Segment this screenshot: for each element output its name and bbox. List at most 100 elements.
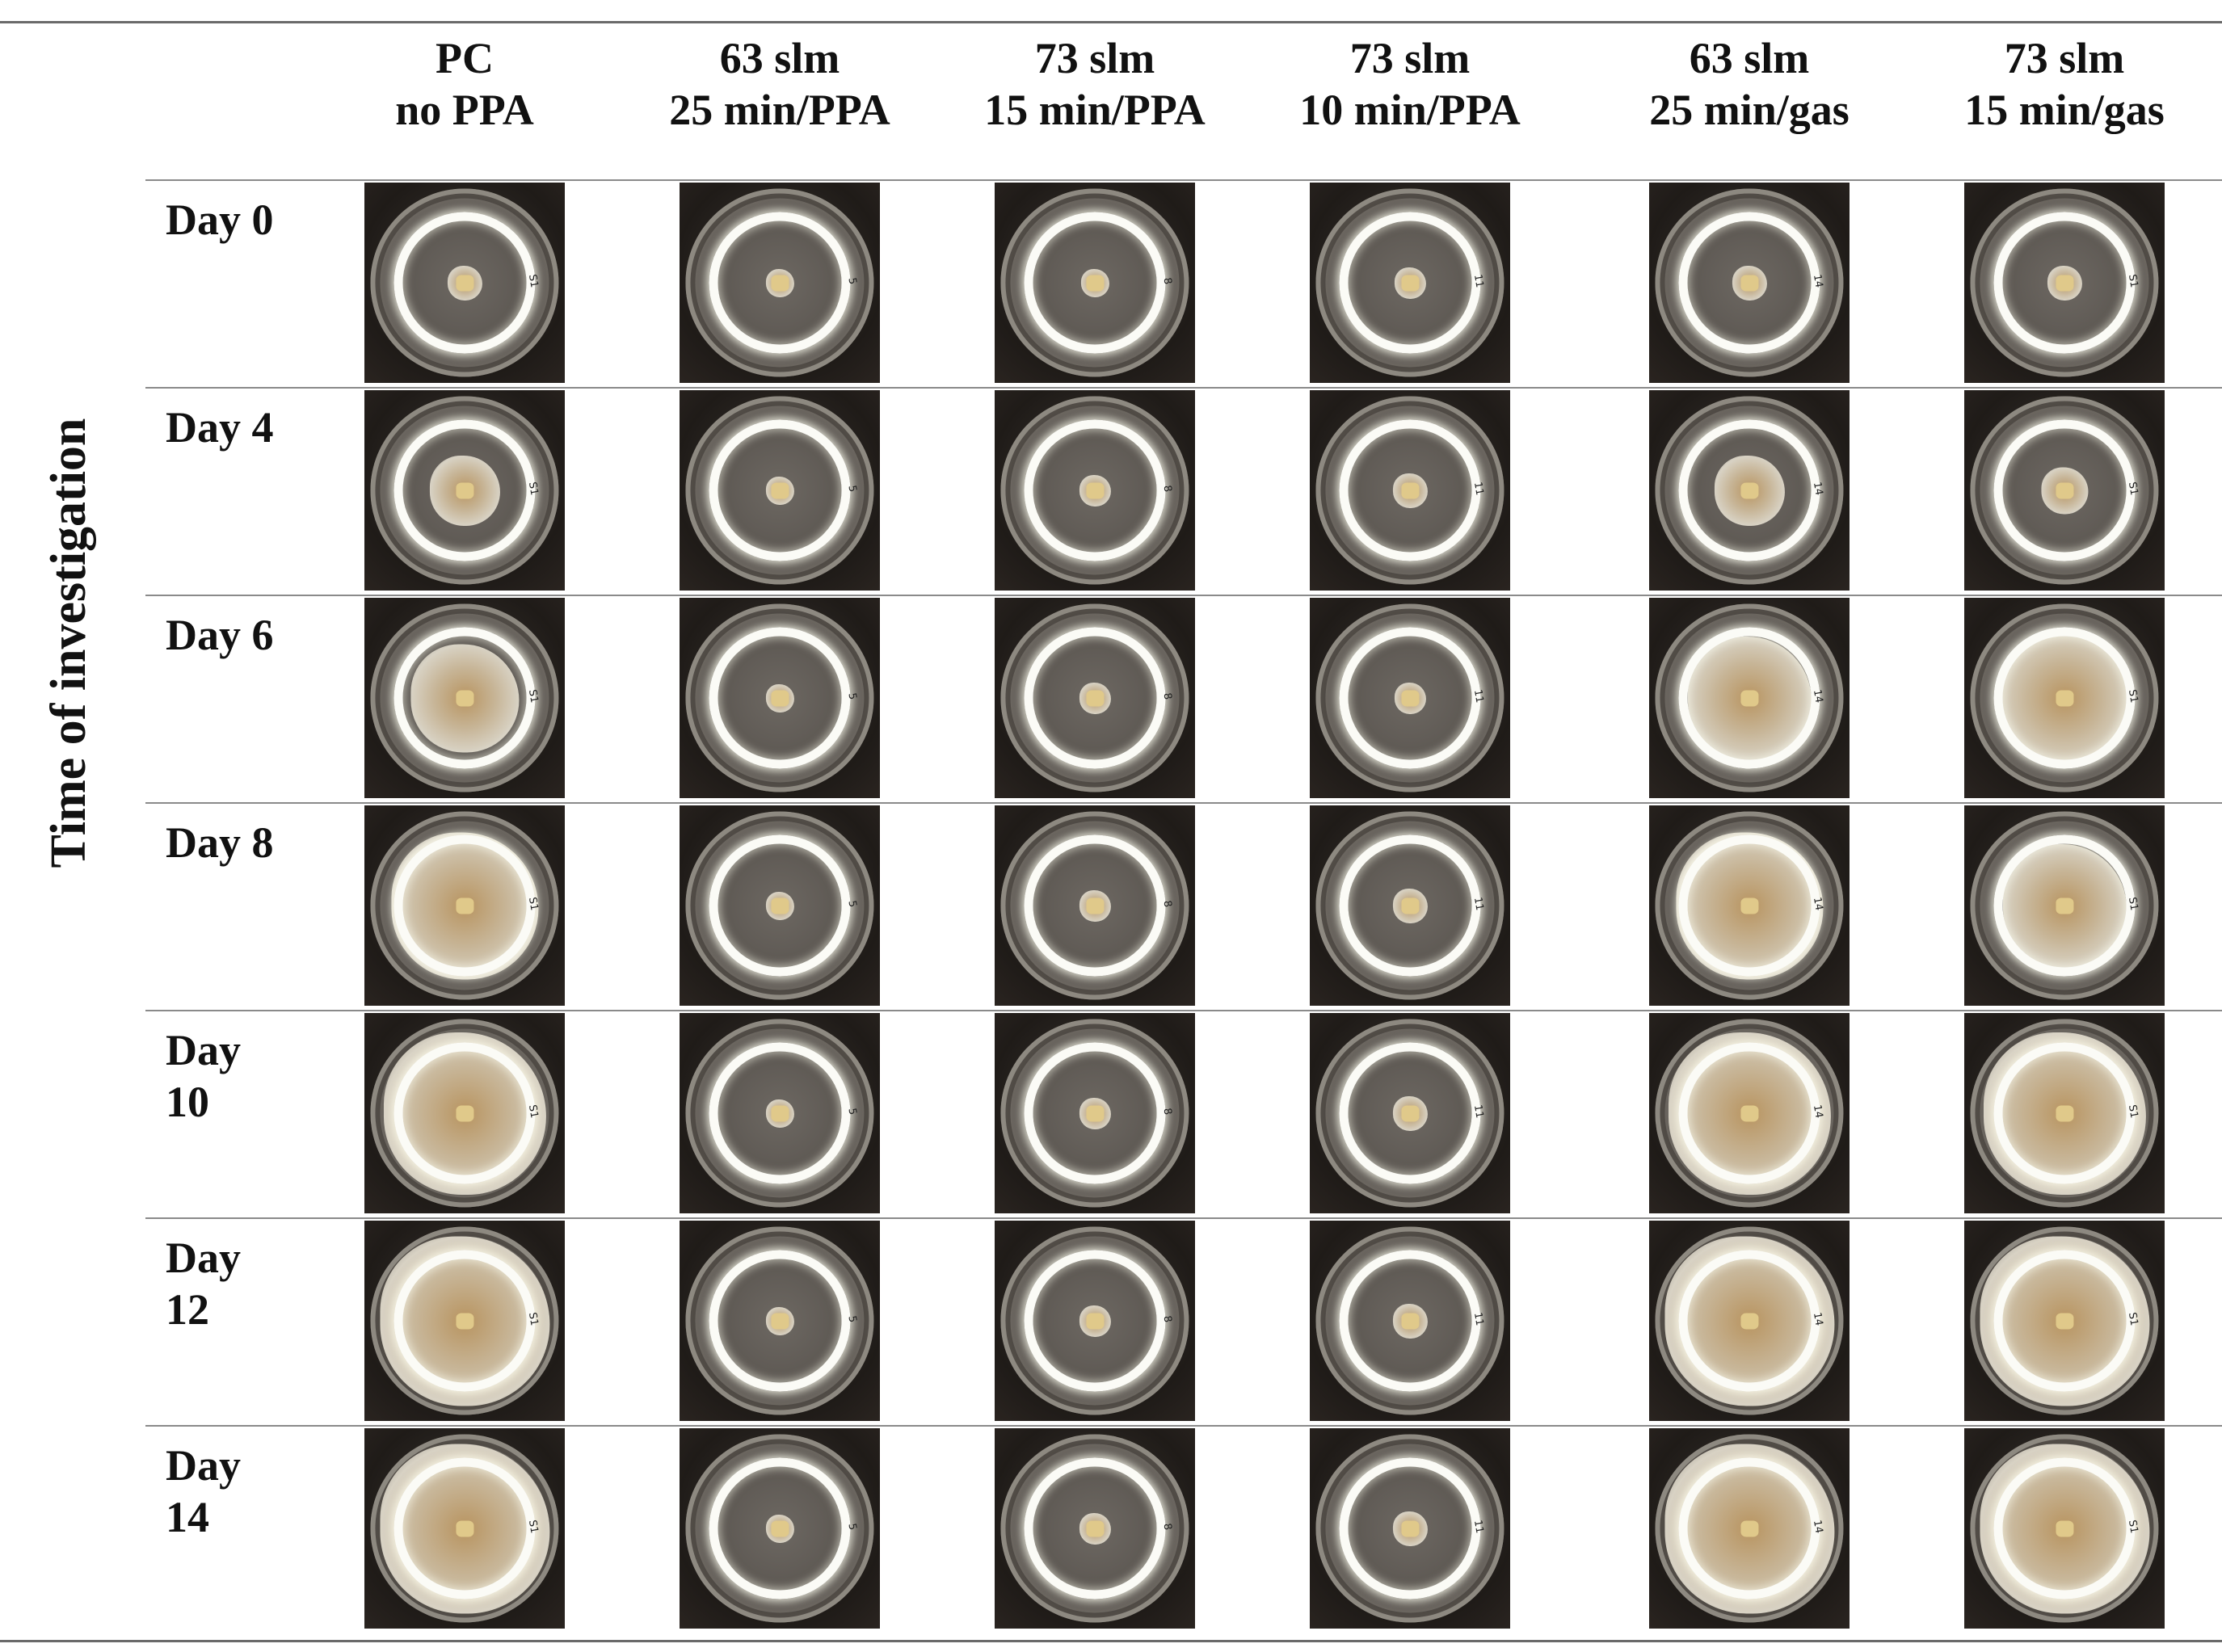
dish-marking: 11 <box>1471 688 1486 704</box>
light-ring-reflection <box>393 419 536 561</box>
day-label: Day 8 <box>166 817 327 868</box>
dish-marking: S1 <box>526 1103 541 1120</box>
inoculum-plug <box>770 1520 789 1536</box>
dish-marking: 8 <box>1160 1314 1174 1324</box>
light-ring-reflection <box>1024 419 1166 561</box>
inoculum-plug <box>1400 1520 1419 1536</box>
petri-dish: 14 <box>1655 603 1844 792</box>
dish-marking: S1 <box>526 481 541 497</box>
petri-dish-photo: 8 <box>995 805 1195 1006</box>
light-ring-reflection <box>1678 1042 1820 1184</box>
day-label-line1: Day 0 <box>166 195 274 244</box>
petri-dish: 14 <box>1655 1434 1844 1623</box>
dish-marking: 11 <box>1471 1311 1486 1327</box>
dish-marking: 8 <box>1160 691 1174 701</box>
inoculum-plug <box>770 689 789 706</box>
petri-dish-photo: 14 <box>1649 183 1850 383</box>
petri-dish: 5 <box>685 811 874 1000</box>
petri-dish: S1 <box>1970 1434 2159 1623</box>
light-ring-reflection <box>709 1250 851 1392</box>
petri-dish: S1 <box>1970 603 2159 792</box>
light-ring-reflection <box>1339 1042 1481 1184</box>
dish-marking: 14 <box>1811 688 1825 704</box>
column-header-line1: 73 slm <box>1349 34 1471 82</box>
petri-dish: S1 <box>1970 1226 2159 1415</box>
petri-dish-photo: S1 <box>364 805 565 1006</box>
day-label-line2: 14 <box>166 1493 209 1541</box>
dish-marking: 11 <box>1471 1519 1486 1535</box>
inoculum-plug <box>1400 481 1419 498</box>
column-header-line2: 15 min/gas <box>1964 86 2165 134</box>
petri-dish: 11 <box>1315 1019 1504 1208</box>
light-ring-reflection <box>1678 212 1820 354</box>
day-label: Day 14 <box>166 1440 327 1543</box>
dish-marking: 5 <box>845 899 859 909</box>
inoculum-plug <box>2055 1520 2073 1536</box>
petri-dish-photo: S1 <box>364 183 565 383</box>
inoculum-plug <box>455 689 473 706</box>
day-label: Day 12 <box>166 1232 327 1335</box>
day-label-line1: Day 4 <box>166 403 274 452</box>
inoculum-plug <box>1085 274 1104 291</box>
column-header-line1: 63 slm <box>1689 34 1810 82</box>
petri-dish-photo: 11 <box>1310 1013 1510 1213</box>
petri-dish: 8 <box>1000 1019 1189 1208</box>
inoculum-plug <box>455 274 473 291</box>
dish-marking: 14 <box>1811 1311 1825 1327</box>
petri-dish: S1 <box>370 1434 559 1623</box>
petri-dish-photo: 5 <box>680 183 880 383</box>
petri-dish-photo: 14 <box>1649 805 1850 1006</box>
petri-dish: 5 <box>685 188 874 377</box>
petri-dish-photo: S1 <box>1964 1013 2165 1213</box>
dish-marking: 5 <box>845 1314 859 1324</box>
column-header-line1: 73 slm <box>2004 34 2125 82</box>
row-divider <box>145 1425 2222 1427</box>
petri-dish: S1 <box>370 188 559 377</box>
row-divider <box>145 1217 2222 1219</box>
row-divider <box>145 387 2222 389</box>
petri-dish: 14 <box>1655 811 1844 1000</box>
inoculum-plug <box>1740 1104 1758 1121</box>
petri-dish-photo: S1 <box>1964 598 2165 798</box>
light-ring-reflection <box>1678 834 1820 977</box>
light-ring-reflection <box>1024 834 1166 977</box>
petri-dish-photo: 5 <box>680 390 880 591</box>
light-ring-reflection <box>709 212 851 354</box>
light-ring-reflection <box>1993 419 2136 561</box>
dish-marking: 14 <box>1811 1519 1825 1535</box>
petri-dish-photo: 14 <box>1649 390 1850 591</box>
petri-dish-photo: 14 <box>1649 1013 1850 1213</box>
petri-dish-photo: S1 <box>1964 1221 2165 1421</box>
column-header-line1: 63 slm <box>719 34 840 82</box>
inoculum-plug <box>1400 274 1419 291</box>
dish-marking: 14 <box>1811 896 1825 912</box>
light-ring-reflection <box>709 1042 851 1184</box>
petri-dish: 8 <box>1000 1226 1189 1415</box>
dish-marking: 5 <box>845 1107 859 1116</box>
inoculum-plug <box>1085 1312 1104 1329</box>
dish-marking: 14 <box>1811 481 1825 497</box>
light-ring-reflection <box>1993 212 2136 354</box>
inoculum-plug <box>1400 1312 1419 1329</box>
light-ring-reflection <box>393 1250 536 1392</box>
column-header-line2: 15 min/PPA <box>984 86 1206 134</box>
light-ring-reflection <box>1678 1457 1820 1599</box>
inoculum-plug <box>455 1104 473 1121</box>
dish-marking: 8 <box>1160 484 1174 494</box>
column-header-line1: PC <box>436 34 494 82</box>
petri-dish: 11 <box>1315 188 1504 377</box>
column-header: 73 slm 10 min/PPA <box>1256 32 1563 136</box>
inoculum-plug <box>770 481 789 498</box>
petri-dish-photo: S1 <box>364 1221 565 1421</box>
petri-dish-photo: 11 <box>1310 1428 1510 1629</box>
light-ring-reflection <box>1339 212 1481 354</box>
row-divider <box>145 595 2222 596</box>
light-ring-reflection <box>1993 627 2136 769</box>
day-label: Day 10 <box>166 1024 327 1128</box>
dish-marking: S1 <box>2126 896 2140 912</box>
dish-marking: 14 <box>1811 273 1825 289</box>
dish-marking: S1 <box>526 1311 541 1327</box>
inoculum-plug <box>1085 1104 1104 1121</box>
column-header: 73 slm 15 min/PPA <box>941 32 1248 136</box>
inoculum-plug <box>2055 689 2073 706</box>
